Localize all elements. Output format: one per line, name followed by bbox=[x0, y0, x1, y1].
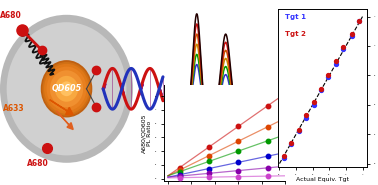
Text: QD605: QD605 bbox=[51, 84, 82, 93]
Text: Tgt 2: Tgt 2 bbox=[285, 31, 306, 37]
Circle shape bbox=[41, 60, 92, 117]
Circle shape bbox=[50, 70, 83, 107]
Circle shape bbox=[44, 64, 89, 114]
FancyArrow shape bbox=[56, 111, 73, 130]
Text: A680: A680 bbox=[0, 11, 22, 21]
FancyArrow shape bbox=[50, 100, 73, 115]
Circle shape bbox=[7, 22, 126, 155]
X-axis label: Actual Equiv. Tgt: Actual Equiv. Tgt bbox=[296, 177, 349, 182]
Circle shape bbox=[0, 15, 133, 163]
Text: A633: A633 bbox=[3, 104, 25, 113]
Circle shape bbox=[60, 81, 73, 96]
Y-axis label: A680/QD605
PL Ratio: A680/QD605 PL Ratio bbox=[142, 113, 152, 153]
Text: A680: A680 bbox=[26, 159, 48, 169]
Circle shape bbox=[55, 76, 78, 102]
Text: Tgt 1: Tgt 1 bbox=[285, 14, 306, 20]
Circle shape bbox=[46, 67, 87, 111]
Circle shape bbox=[42, 62, 91, 116]
